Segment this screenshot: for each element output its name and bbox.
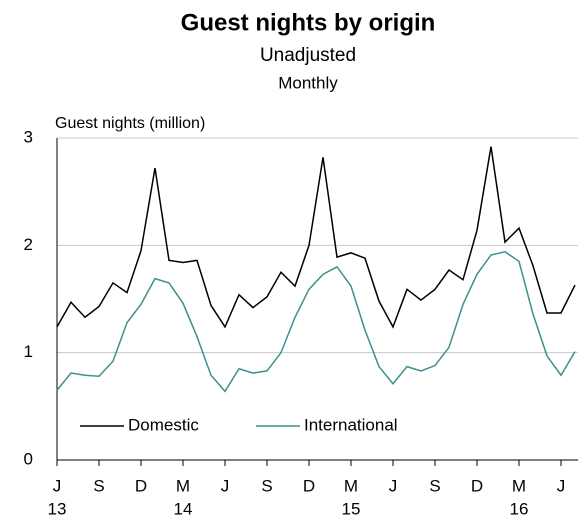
x-tick-label: S <box>429 476 440 495</box>
x-year-label: 13 <box>48 499 67 518</box>
legend-label: Domestic <box>128 415 199 434</box>
x-tick-label: J <box>557 476 566 495</box>
x-tick-label: J <box>221 476 230 495</box>
chart-subtitle: Monthly <box>278 73 338 92</box>
x-tick-label: S <box>261 476 272 495</box>
x-tick-label: S <box>93 476 104 495</box>
x-tick-label: M <box>176 476 190 495</box>
legend-label: International <box>304 415 398 434</box>
chart-title: Guest nights by origin <box>181 9 436 36</box>
x-tick-label: M <box>344 476 358 495</box>
y-tick-label: 0 <box>24 449 33 468</box>
x-tick-label: D <box>471 476 483 495</box>
x-tick-label: D <box>303 476 315 495</box>
x-tick-label: J <box>53 476 62 495</box>
x-tick-label: M <box>512 476 526 495</box>
y-tick-label: 3 <box>24 127 33 146</box>
x-tick-label: D <box>135 476 147 495</box>
y-axis-label: Guest nights (million) <box>55 115 205 132</box>
series-line <box>56 146 576 329</box>
x-year-label: 14 <box>174 499 193 518</box>
x-year-label: 16 <box>510 499 529 518</box>
x-tick-label: J <box>389 476 398 495</box>
chart-subtitle: Unadjusted <box>260 45 356 66</box>
y-tick-label: 2 <box>24 235 33 254</box>
series-line <box>56 250 576 393</box>
y-tick-label: 1 <box>24 342 33 361</box>
x-year-label: 15 <box>342 499 361 518</box>
